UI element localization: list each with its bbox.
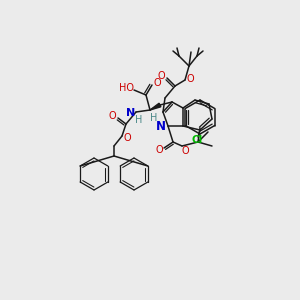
Text: HO: HO <box>119 83 134 93</box>
Text: O: O <box>181 146 189 156</box>
Text: O: O <box>155 145 163 155</box>
Text: N: N <box>156 119 166 133</box>
Polygon shape <box>150 103 161 110</box>
Text: H: H <box>150 113 158 123</box>
Text: N: N <box>126 108 136 118</box>
Text: O: O <box>186 74 194 84</box>
Text: O: O <box>123 133 131 143</box>
Text: O: O <box>157 71 165 81</box>
Text: O: O <box>153 78 161 88</box>
Text: Cl: Cl <box>191 135 203 145</box>
Text: O: O <box>108 111 116 121</box>
Text: H: H <box>135 115 143 125</box>
